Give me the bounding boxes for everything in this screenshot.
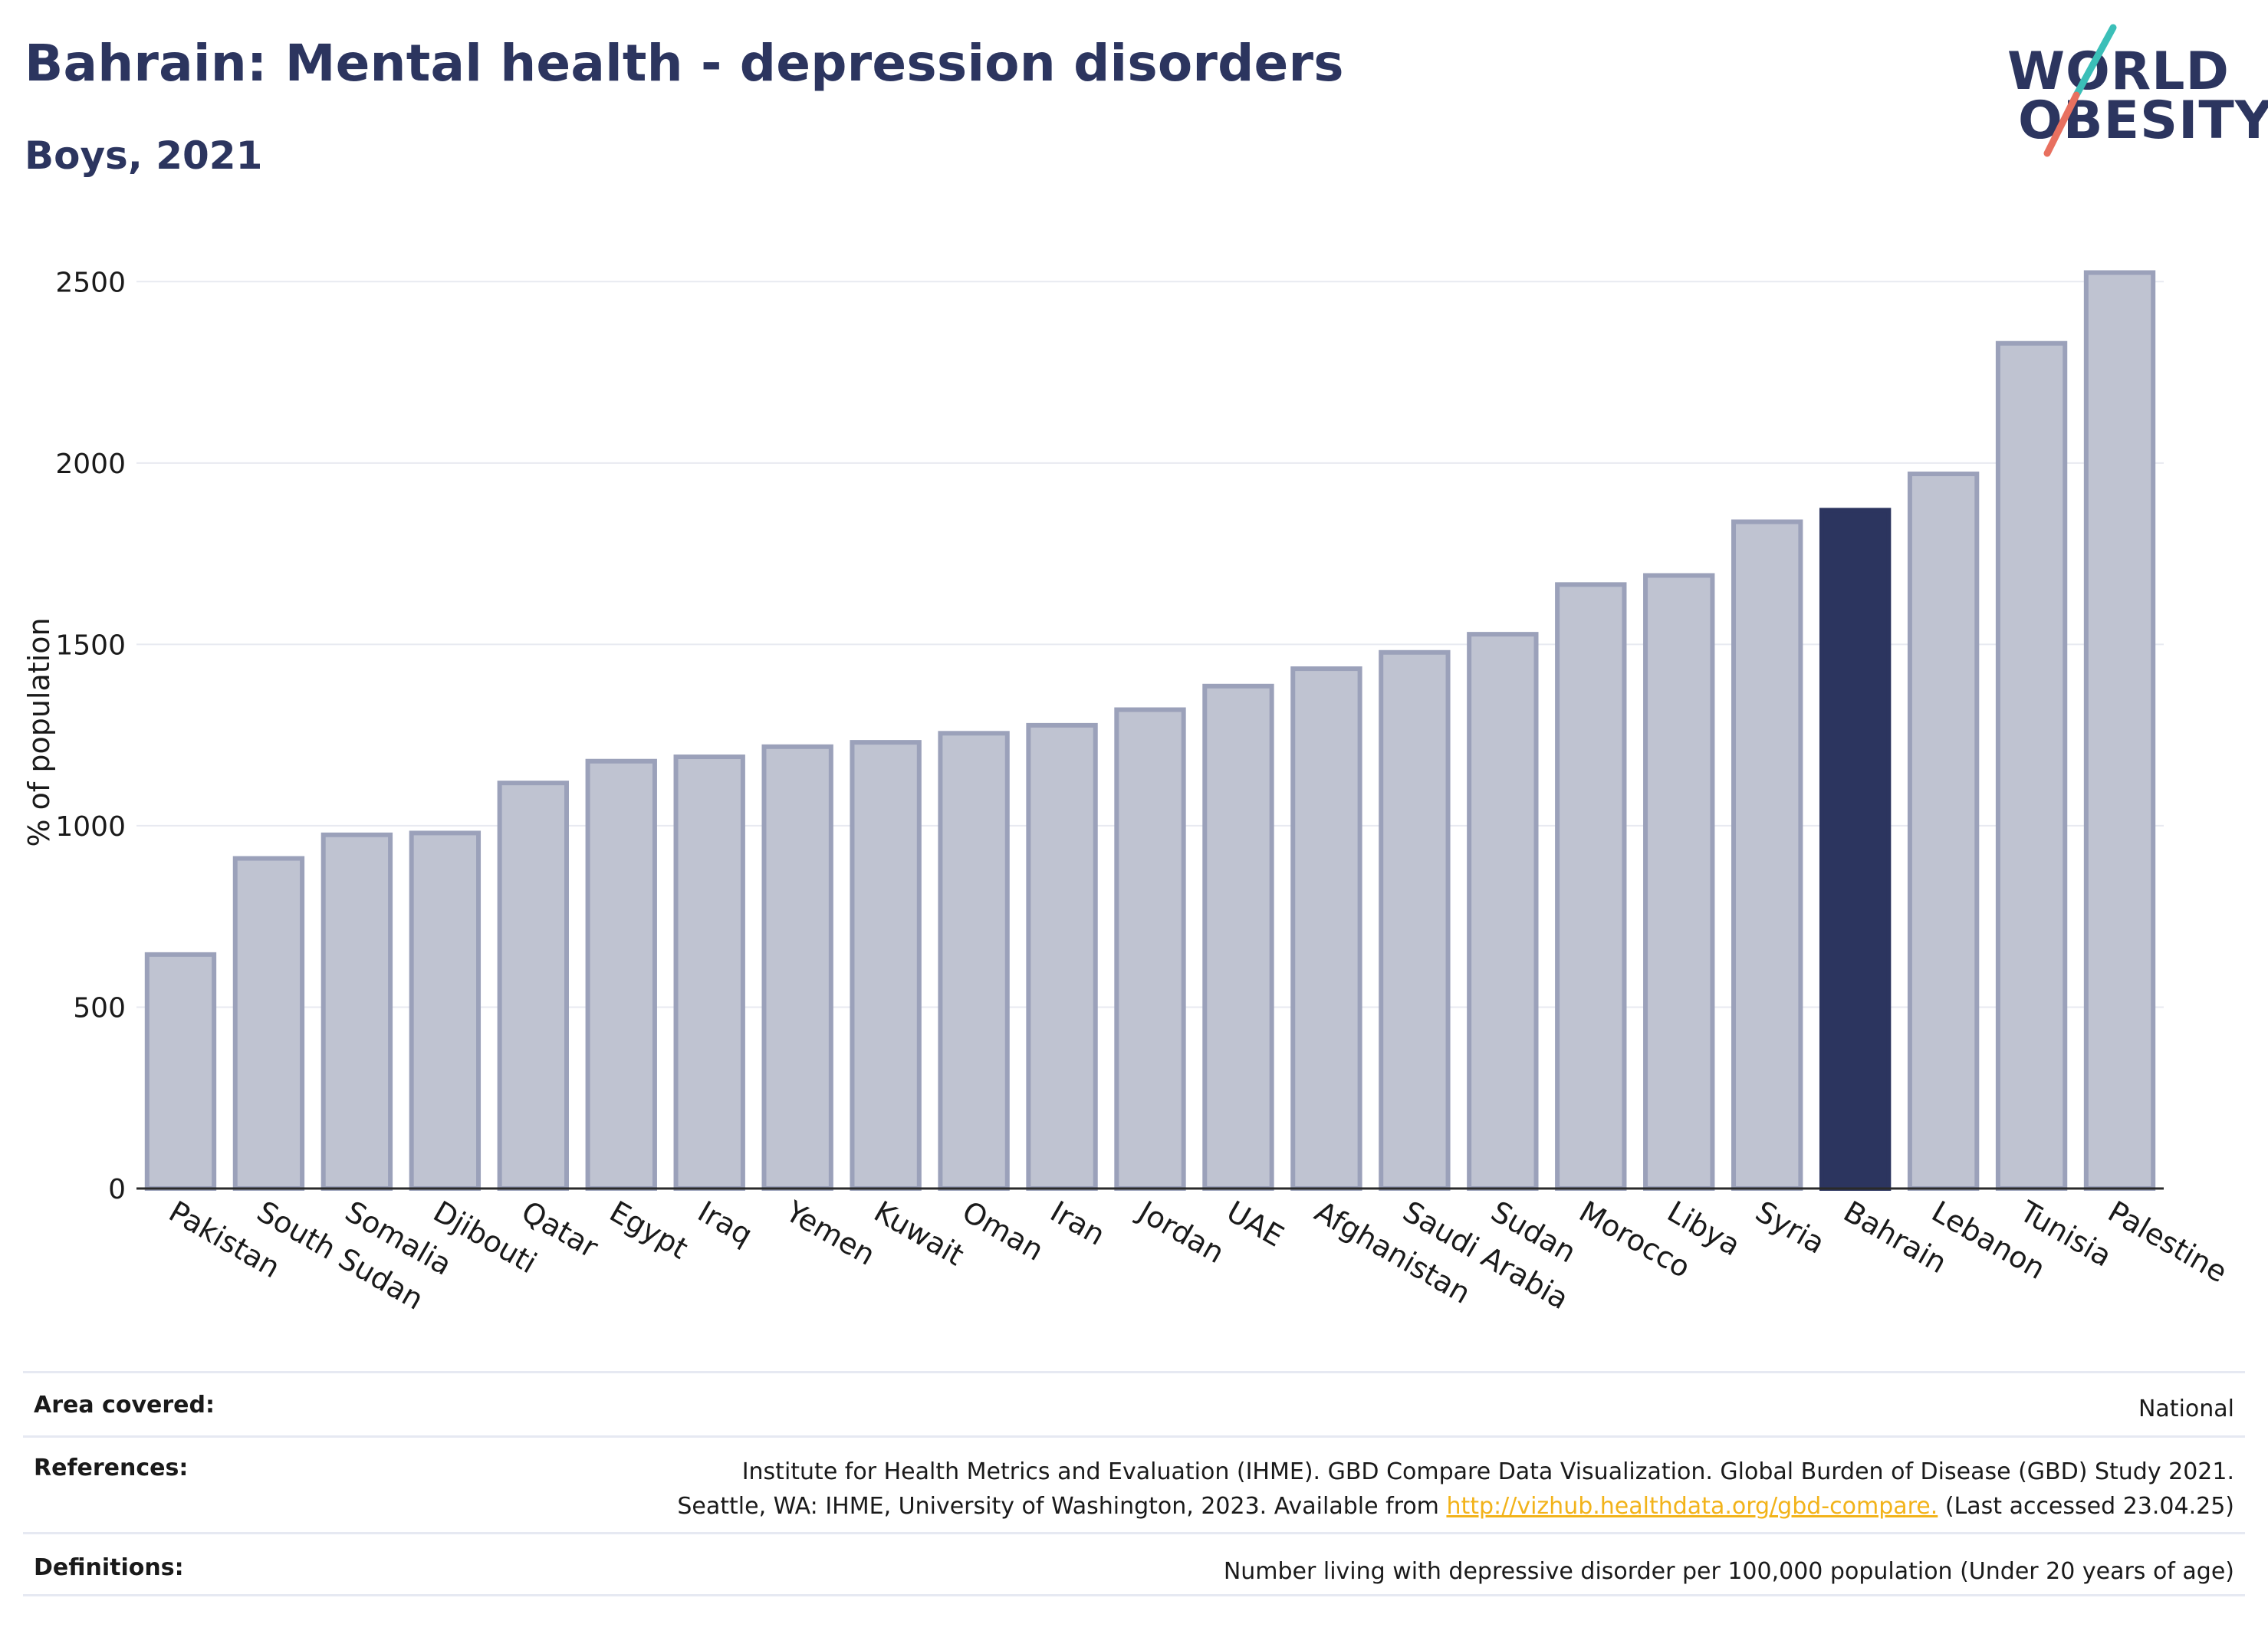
gbd-compare-link[interactable]: http://vizhub.healthdata.org/gbd-compare… <box>1446 1493 1938 1520</box>
info-row-area: Area covered: National <box>23 1371 2245 1435</box>
bar-morocco <box>1555 582 1627 1191</box>
references-line-1: Institute for Health Metrics and Evaluat… <box>741 1458 2234 1485</box>
logo-word-world: WORLD <box>2007 41 2230 102</box>
bar-sudan <box>1467 632 1539 1191</box>
bar-lebanon <box>1907 472 1980 1191</box>
bar-saudi-arabia <box>1379 649 1451 1191</box>
chart-subtitle: Boys, 2021 <box>25 133 263 178</box>
bar-uae <box>1202 683 1274 1191</box>
x-tick-label: Yemen <box>780 1194 881 1272</box>
y-axis-label: % of population <box>22 617 56 847</box>
bar-kuwait <box>850 740 922 1191</box>
bar-egypt <box>585 758 657 1191</box>
info-table: Area covered: National References: Insti… <box>23 1371 2245 1596</box>
info-row-references: References: Institute for Health Metrics… <box>23 1435 2245 1532</box>
x-tick-label: Kuwait <box>869 1195 970 1273</box>
bar-bahrain <box>1819 508 1892 1192</box>
logo-slash-icon <box>2043 24 2117 157</box>
bar-somalia <box>320 832 393 1191</box>
bar-jordan <box>1114 707 1186 1191</box>
bar-pakistan <box>144 952 217 1191</box>
x-tick-label: Jordan <box>1132 1194 1230 1271</box>
definitions-value: Number living with depressive disorder p… <box>1223 1558 2234 1585</box>
bar-afghanistan <box>1290 666 1362 1191</box>
bar-yemen <box>761 744 833 1191</box>
area-covered-label: Area covered: <box>34 1392 215 1419</box>
bar-qatar <box>497 781 569 1191</box>
references-line-2-prefix: Seattle, WA: IHME, University of Washing… <box>677 1493 1447 1520</box>
area-covered-value: National <box>2138 1396 2234 1422</box>
bar-south-sudan <box>232 856 305 1191</box>
chart-title: Bahrain: Mental health - depression diso… <box>25 34 1344 93</box>
bar-libya <box>1643 573 1715 1191</box>
references-line-2-suffix: (Last accessed 23.04.25) <box>1938 1493 2234 1520</box>
references-value: Institute for Health Metrics and Evaluat… <box>677 1455 2234 1524</box>
bar-syria <box>1731 519 1803 1191</box>
x-tick-label: Syria <box>1750 1195 1830 1261</box>
info-row-definitions: Definitions: Number living with depressi… <box>23 1532 2245 1596</box>
bar-oman <box>938 731 1010 1191</box>
bar-tunisia <box>1995 340 2068 1192</box>
y-tick-label: 1500 <box>55 630 126 661</box>
y-tick-label: 0 <box>108 1174 126 1205</box>
world-obesity-logo: WORLD OBESITY <box>1994 21 2268 159</box>
definitions-label: Definitions: <box>34 1554 184 1581</box>
x-tick-label: Palestine <box>2102 1195 2233 1290</box>
x-tick-label: Iran <box>1045 1195 1111 1252</box>
y-tick-labels: 0 500 1000 1500 2000 2500 <box>55 267 126 1205</box>
y-tick-label: 1000 <box>55 811 126 843</box>
x-tick-label: Egypt <box>604 1195 694 1266</box>
bar-djibouti <box>409 830 482 1192</box>
bar-iraq <box>673 755 745 1191</box>
x-tick-label: Iraq <box>692 1195 758 1252</box>
bar-palestine <box>2083 270 2156 1192</box>
y-tick-label: 500 <box>73 992 126 1024</box>
y-tick-label: 2000 <box>55 449 126 480</box>
bars <box>144 270 2156 1192</box>
y-tick-label: 2500 <box>55 267 126 298</box>
x-tick-label: Oman <box>957 1195 1050 1267</box>
references-label: References: <box>34 1455 189 1481</box>
bar-iran <box>1026 722 1098 1191</box>
x-tick-label: UAE <box>1221 1195 1289 1254</box>
